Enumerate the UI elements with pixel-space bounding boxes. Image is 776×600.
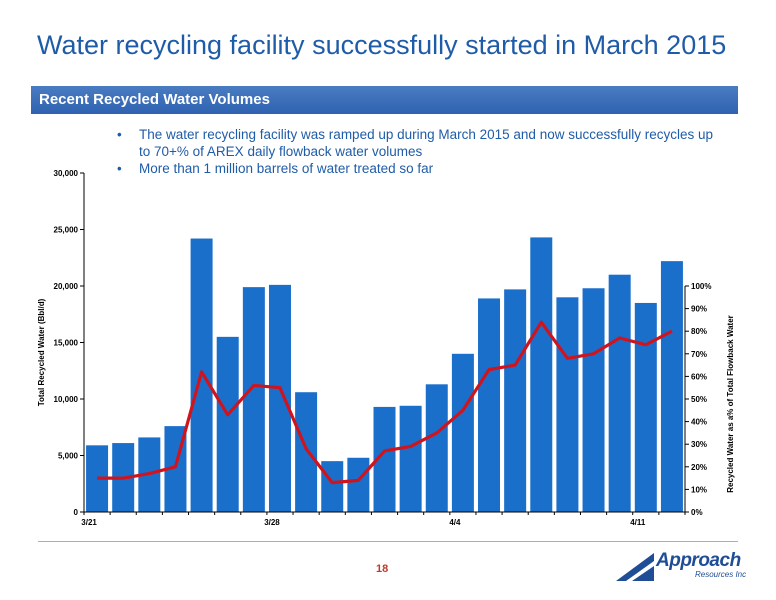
bar — [425, 384, 448, 512]
bar — [556, 297, 579, 512]
y-axis-title: Total Recycled Water (Bbl/d) — [37, 298, 46, 406]
left-tick-label: 10,000 — [54, 395, 79, 404]
approach-logo-icon — [616, 553, 654, 581]
right-tick-label: 0% — [691, 508, 703, 517]
left-tick-label: 15,000 — [54, 339, 79, 348]
section-header-bar: Recent Recycled Water Volumes — [31, 86, 738, 114]
percent-line — [97, 320, 673, 485]
bar — [321, 461, 344, 512]
page-number: 18 — [376, 563, 389, 575]
left-tick-label: 0 — [74, 508, 79, 517]
x-tick-label: 3/28 — [264, 518, 280, 527]
right-tick-label: 100% — [691, 282, 711, 291]
bar — [399, 405, 422, 512]
right-tick-label: 20% — [691, 463, 707, 472]
chart-axes: 0 5,000 10,000 15,000 20,000 25,000 30,000 0% 10… — [37, 169, 735, 527]
right-tick-label: 40% — [691, 418, 707, 427]
x-tick-label: 4/11 — [630, 518, 646, 527]
right-tick-label: 10% — [691, 485, 707, 494]
bar — [295, 392, 318, 512]
bar — [347, 457, 370, 512]
bar — [660, 261, 683, 512]
bullet-item: The water recycling facility was ramped … — [117, 126, 717, 160]
y2-axis-title: Recycled Water as a% of Total Flowback W… — [726, 315, 735, 493]
left-tick-label: 20,000 — [54, 282, 79, 291]
right-tick-label: 50% — [691, 395, 707, 404]
footer-divider — [38, 541, 738, 542]
right-tick-label: 30% — [691, 440, 707, 449]
bullet-list: The water recycling facility was ramped … — [117, 126, 717, 177]
bar — [530, 237, 553, 512]
right-tick-label: 80% — [691, 327, 707, 336]
bar — [268, 284, 291, 512]
line-series — [97, 320, 673, 485]
bar-series — [86, 237, 683, 513]
slide-title: Water recycling facility successfully st… — [37, 30, 727, 60]
right-tick-label: 60% — [691, 372, 707, 381]
bar — [216, 336, 239, 512]
right-tick-label: 90% — [691, 305, 707, 314]
left-tick-label: 25,000 — [54, 226, 79, 235]
left-tick-label: 30,000 — [54, 169, 79, 178]
bar — [478, 298, 501, 512]
bar — [242, 287, 265, 512]
bar — [373, 406, 396, 512]
logo-subtitle: Resources Inc — [695, 570, 747, 579]
bar — [608, 274, 631, 512]
x-tick-label: 4/4 — [449, 518, 461, 527]
bullet-item: More than 1 million barrels of water tre… — [117, 160, 717, 177]
bar — [504, 289, 527, 512]
section-header-text: Recent Recycled Water Volumes — [39, 91, 270, 108]
bar — [451, 353, 474, 512]
bar — [582, 288, 605, 512]
left-tick-label: 5,000 — [58, 452, 79, 461]
x-tick-label: 3/21 — [81, 518, 97, 527]
right-tick-label: 70% — [691, 350, 707, 359]
bar — [634, 302, 657, 512]
logo-name: Approach — [656, 550, 741, 571]
